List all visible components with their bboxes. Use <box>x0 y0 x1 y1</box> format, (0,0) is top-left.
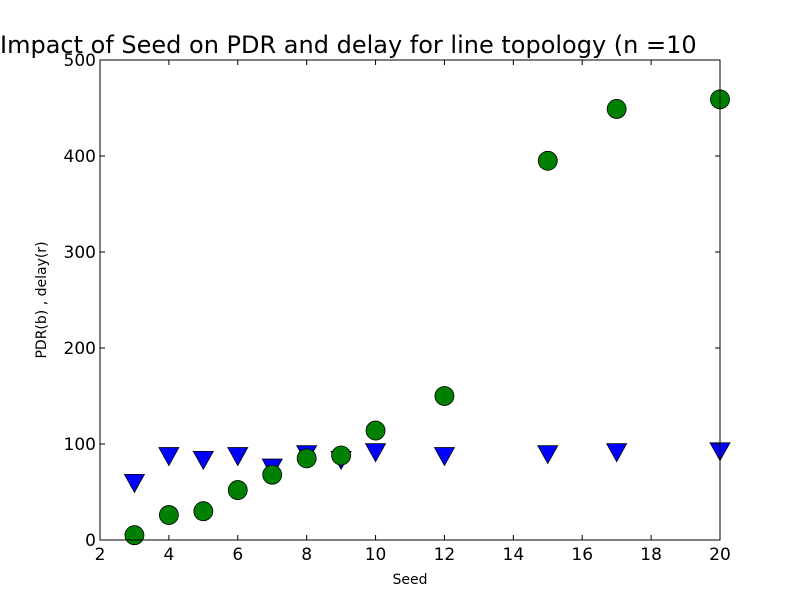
series-0-point <box>227 447 249 467</box>
y-tick-label: 300 <box>64 243 96 263</box>
series-1-point <box>296 448 317 469</box>
x-tick-label: 12 <box>434 545 456 565</box>
series-0-point <box>537 445 559 465</box>
series-0-point <box>364 443 387 463</box>
series-0-point <box>605 443 628 463</box>
x-tick-label: 10 <box>365 545 387 565</box>
x-tick-label: 4 <box>163 545 174 565</box>
plot-marks <box>123 89 731 546</box>
plot-frame <box>99 59 721 541</box>
series-1-point <box>331 445 352 466</box>
y-tick-label: 100 <box>64 435 96 455</box>
series-0-point <box>123 473 146 494</box>
series-1-point <box>158 505 179 525</box>
series-1-point <box>537 150 558 171</box>
x-tick-label: 6 <box>232 545 243 565</box>
chart-title: Impact of Seed on PDR and delay for line… <box>0 31 697 59</box>
y-tick-label: 500 <box>64 51 96 71</box>
series-0-point <box>158 447 180 467</box>
series-0-point <box>433 447 456 467</box>
x-axis-label: Seed <box>393 572 428 588</box>
series-1-point <box>193 501 214 522</box>
y-axis-label: PDR(b) , delay(r) <box>34 241 50 358</box>
series-1-point <box>606 99 627 119</box>
x-tick-label: 20 <box>709 545 731 565</box>
series-1-point <box>434 386 455 406</box>
y-tick-label: 200 <box>64 339 96 359</box>
x-tick-label: 18 <box>640 545 662 565</box>
series-1-point <box>227 480 248 500</box>
y-tick-label: 0 <box>85 531 96 551</box>
series-1-point <box>365 420 386 441</box>
x-tick-label: 14 <box>503 545 525 565</box>
x-tick-label: 2 <box>95 545 106 565</box>
series-1-point <box>124 525 145 546</box>
series-0-point <box>192 450 215 471</box>
y-tick-label: 400 <box>64 147 96 167</box>
x-tick-label: 8 <box>301 545 312 565</box>
series-1-point <box>262 464 283 485</box>
x-tick-label: 16 <box>571 545 593 565</box>
